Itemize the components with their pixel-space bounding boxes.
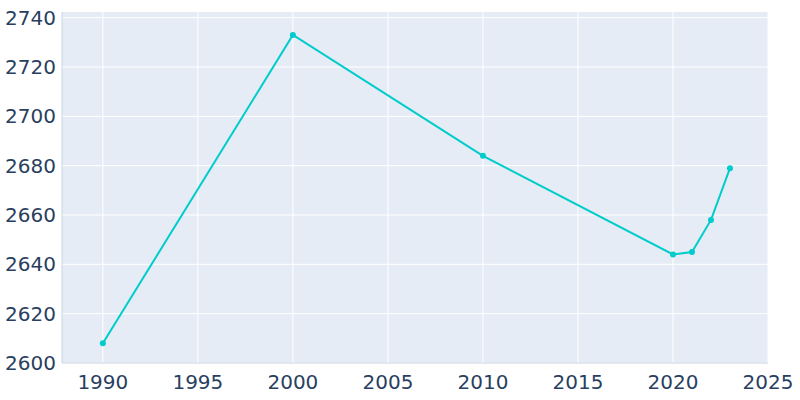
x-grid bbox=[292, 12, 293, 363]
y-tick-label: 2600 bbox=[5, 351, 56, 375]
x-tick-label: 2020 bbox=[648, 370, 699, 394]
x-tick-label: 1990 bbox=[77, 370, 128, 394]
chart: 1990 1995 2000 2005 2010 2015 2020 2025 2600 2620… bbox=[0, 0, 800, 400]
y-grid bbox=[62, 215, 768, 216]
point bbox=[727, 165, 733, 171]
point bbox=[100, 340, 106, 346]
y-tick-label: 2640 bbox=[5, 252, 56, 276]
y-tick-label: 2700 bbox=[5, 104, 56, 128]
x-grid bbox=[482, 12, 483, 363]
y-grid bbox=[62, 363, 768, 364]
point bbox=[480, 153, 486, 159]
x-tick-label: 2010 bbox=[457, 370, 508, 394]
x-grid bbox=[672, 12, 673, 363]
x-grid bbox=[387, 12, 388, 363]
x-grid bbox=[768, 12, 769, 363]
x-tick-label: 2000 bbox=[267, 370, 318, 394]
y-tick-label: 2620 bbox=[5, 302, 56, 326]
plot-background bbox=[62, 12, 768, 363]
line bbox=[103, 35, 730, 343]
y-axis-line bbox=[62, 12, 63, 363]
y-grid bbox=[62, 264, 768, 265]
point bbox=[708, 217, 714, 223]
x-grid bbox=[102, 12, 103, 363]
y-tick-label: 2660 bbox=[5, 203, 56, 227]
point bbox=[689, 249, 695, 255]
point bbox=[290, 32, 296, 38]
y-grid bbox=[62, 116, 768, 117]
x-axis-line bbox=[62, 363, 768, 364]
y-grid bbox=[62, 17, 768, 18]
series-group bbox=[100, 32, 733, 346]
x-tick-label: 2025 bbox=[743, 370, 794, 394]
x-tick-label: 2005 bbox=[362, 370, 413, 394]
y-tick-label: 2740 bbox=[5, 6, 56, 30]
x-tick-label: 1995 bbox=[172, 370, 223, 394]
y-grid bbox=[62, 165, 768, 166]
x-tick-label: 2015 bbox=[553, 370, 604, 394]
point bbox=[670, 251, 676, 257]
x-grid bbox=[577, 12, 578, 363]
y-grid bbox=[62, 313, 768, 314]
y-tick-label: 2680 bbox=[5, 154, 56, 178]
y-tick-label: 2720 bbox=[5, 55, 56, 79]
y-grid bbox=[62, 67, 768, 68]
